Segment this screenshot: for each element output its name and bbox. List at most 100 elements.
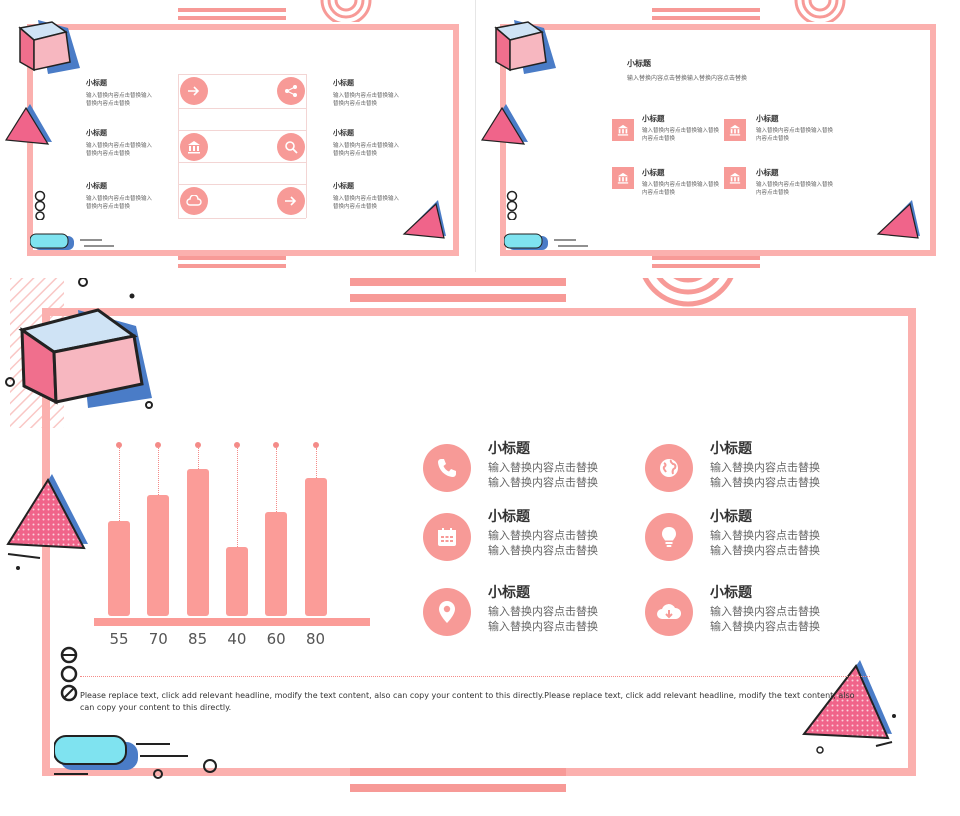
chart-leader-line	[276, 448, 278, 512]
chart-leader-line	[158, 448, 160, 495]
chart-bar	[147, 495, 170, 616]
circles-decoration	[34, 190, 46, 220]
share-icon	[277, 77, 305, 105]
item-title: 小标题	[86, 129, 107, 137]
text-block: 小标题 输入替换内容点击替换 输入替换内容点击替换	[488, 506, 618, 558]
capsule-decoration	[54, 735, 217, 779]
text-block: 小标题 输入替换内容点击替换输入替换内容点击替换	[333, 181, 403, 211]
arrow-right-icon	[277, 187, 305, 215]
text-block: 小标题 输入替换内容点击替换输入替换内容点击替换	[756, 113, 834, 143]
chart-value-label: 40	[227, 630, 247, 648]
triangle-decoration	[4, 104, 52, 145]
capsule-decoration	[30, 233, 114, 250]
cloud-icon	[180, 187, 208, 215]
chart-value-label: 85	[188, 630, 208, 648]
text-block: 小标题 输入替换内容点击替换输入替换内容点击替换	[86, 78, 156, 108]
item-text-line1: 输入替换内容点击替换	[710, 529, 820, 542]
phone-icon	[423, 444, 471, 492]
text-block: 小标题 输入替换内容点击替换输入替换内容点击替换	[642, 113, 720, 143]
chart-value-label: 70	[148, 630, 168, 648]
bank-icon	[180, 133, 208, 161]
circles-decoration	[506, 190, 518, 220]
text-block: 小标题 输入替换内容点击替换 输入替换内容点击替换	[710, 438, 840, 490]
chart-plot	[94, 438, 370, 616]
text-block: 小标题 输入替换内容点击替换 输入替换内容点击替换	[488, 582, 618, 634]
chart-bar	[304, 478, 327, 616]
text-block: 小标题 输入替换内容点击替换 输入替换内容点击替换	[488, 438, 618, 490]
item-text: 输入替换内容点击替换输入替换内容点击替换	[756, 128, 834, 142]
item-text-line1: 输入替换内容点击替换	[488, 529, 598, 542]
item-text: 输入替换内容点击替换输入替换内容点击替换	[642, 128, 720, 142]
chart-bar	[186, 469, 209, 616]
item-text: 输入替换内容点击替换输入替换内容点击替换	[333, 196, 400, 210]
grid-line	[178, 108, 306, 109]
chart-leader-line	[236, 448, 238, 547]
chart-bar-marker	[116, 442, 122, 448]
calendar-icon	[423, 513, 471, 561]
chart-bar-marker	[273, 442, 280, 448]
ring-decoration	[5, 377, 15, 387]
item-title: 小标题	[86, 182, 107, 190]
item-text: 输入替换内容点击替换输入替换内容点击替换	[86, 93, 153, 107]
map-pin-icon	[423, 588, 471, 636]
chart-bar-marker	[233, 442, 240, 448]
chart-bar-marker	[312, 442, 319, 448]
ring-decoration	[78, 278, 88, 287]
header-text: 输入替换内容点击替换输入替换内容点击替换	[627, 75, 748, 82]
chart-bar-marker	[194, 442, 201, 448]
text-block: 小标题 输入替换内容点击替换 输入替换内容点击替换	[710, 582, 840, 634]
item-text-line2: 输入替换内容点击替换	[488, 544, 598, 557]
triangle-decoration-right	[802, 660, 896, 754]
bank-icon	[724, 167, 746, 189]
chart-bar	[265, 512, 288, 616]
grid-line	[306, 74, 307, 218]
item-title: 小标题	[488, 509, 530, 525]
capsule-decoration	[504, 233, 588, 250]
text-block: 小标题 输入替换内容点击替换输入替换内容点击替换	[756, 167, 834, 197]
chart-baseline	[94, 618, 370, 626]
cloud-download-icon	[645, 588, 693, 636]
item-text: 输入替换内容点击替换输入替换内容点击替换	[642, 182, 720, 196]
grid-line	[178, 130, 306, 131]
grid-line	[178, 218, 306, 219]
grid-line	[178, 74, 306, 75]
bank-icon	[612, 119, 634, 141]
item-text-line1: 输入替换内容点击替换	[488, 461, 598, 474]
cube-decoration	[18, 308, 152, 408]
slide-main[interactable]: 55 70 85 40 60 80 小标题 输入替换内容点击替换 输入替换内容点击替换 小…	[0, 278, 950, 806]
grid-line	[178, 184, 306, 185]
item-text-line1: 输入替换内容点击替换	[710, 461, 820, 474]
bank-icon	[612, 167, 634, 189]
item-text-line2: 输入替换内容点击替换	[710, 476, 820, 489]
item-text-line2: 输入替换内容点击替换	[710, 544, 820, 557]
top-stripes	[652, 8, 760, 24]
header-block: 小标题 输入替换内容点击替换输入替换内容点击替换	[627, 58, 827, 82]
search-icon	[277, 133, 305, 161]
slide-thumbnail-2[interactable]: 小标题 输入替换内容点击替换输入替换内容点击替换 小标题 输入替换内容点击替换输…	[478, 0, 952, 272]
item-title: 小标题	[710, 509, 752, 525]
cube-decoration	[494, 20, 556, 74]
item-title: 小标题	[333, 129, 354, 137]
item-title: 小标题	[710, 585, 752, 601]
bottom-stripes	[652, 256, 760, 272]
grid-line	[178, 162, 306, 163]
text-block: 小标题 输入替换内容点击替换 输入替换内容点击替换	[710, 506, 840, 558]
slide-thumbnail-1[interactable]: 小标题 输入替换内容点击替换输入替换内容点击替换 小标题 输入替换内容点击替换输…	[0, 0, 476, 272]
item-title: 小标题	[710, 441, 752, 457]
chart-bar	[225, 547, 248, 616]
dot-decoration	[129, 293, 135, 299]
item-text-line2: 输入替换内容点击替换	[488, 620, 598, 633]
top-stripes	[350, 278, 566, 310]
bank-icon	[724, 119, 746, 141]
chart-bar	[108, 521, 130, 616]
item-text-line1: 输入替换内容点击替换	[710, 605, 820, 618]
item-text: 输入替换内容点击替换输入替换内容点击替换	[86, 196, 153, 210]
header-title: 小标题	[627, 59, 651, 68]
grid-line	[178, 74, 179, 218]
chart-value-labels: 55 70 85 40 60 80	[94, 630, 370, 652]
item-title: 小标题	[86, 79, 107, 87]
triangle-decoration	[480, 104, 528, 145]
chart-leader-line	[119, 448, 120, 521]
triangle-decoration-right	[876, 200, 920, 239]
cube-decoration	[18, 20, 80, 74]
